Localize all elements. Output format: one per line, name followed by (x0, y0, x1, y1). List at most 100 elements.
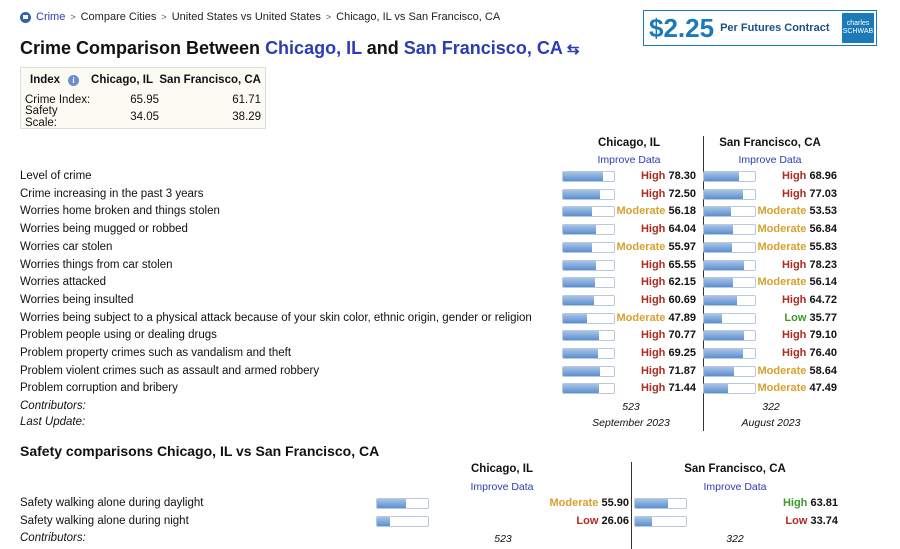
ad-price: $2.25 (649, 12, 715, 43)
level-badge: Moderate (616, 205, 666, 218)
score-value: 55.97 (668, 240, 696, 253)
score-value: 78.30 (668, 170, 696, 182)
crime-bar-fill (563, 207, 592, 217)
level-badge: High (640, 258, 666, 271)
crime-value-city2: High 64.72 (740, 294, 837, 306)
level-badge: High (781, 258, 807, 271)
ad-logo: charles SCHWAB (842, 13, 874, 43)
level-badge: High (640, 293, 666, 306)
crime-row-label: Worries being insulted (20, 293, 134, 306)
index-label: Crime Index: (25, 94, 91, 107)
score-value: 55.83 (809, 240, 837, 253)
score-value: 55.90 (601, 497, 629, 509)
safety-contributors-label: Contributors: (20, 532, 86, 544)
crime-value-city1: Moderate 55.97 (600, 240, 697, 253)
crime-bar-fill (704, 242, 733, 252)
crime-bar-fill (704, 366, 734, 376)
crime-bar-fill (563, 242, 592, 252)
crime-bar-fill (563, 260, 597, 270)
crime-bar-fill (563, 331, 600, 341)
safety-value-city1: Low 26.06 (530, 515, 629, 527)
crime-bar-city2 (703, 206, 756, 218)
crime-value-city1: High 62.15 (600, 276, 696, 288)
score-value: 71.44 (668, 382, 696, 395)
advertisement[interactable]: $2.25 Per Futures Contract charles SCHWAB (643, 10, 877, 46)
crime-row-label: Worries home broken and things stolen (20, 205, 220, 218)
crime-bar-city1 (562, 312, 615, 324)
crime-value-city2: Moderate 56.14 (740, 276, 838, 289)
crime-improve-city2[interactable]: Improve Data (738, 154, 802, 166)
safety-title: Safety comparisons Chicago, IL vs San Fr… (20, 443, 380, 459)
safety-bar-fill (635, 516, 653, 526)
level-badge: Low (576, 514, 599, 527)
index-label: Safety Scale: (25, 104, 58, 129)
level-badge: High (782, 497, 808, 509)
score-value: 47.49 (809, 382, 837, 395)
safety-value-city2: High 63.81 (742, 497, 838, 509)
safety-bar-city1 (376, 498, 429, 509)
index-header: Index (30, 74, 61, 86)
crime-value-city2: Moderate 56.84 (740, 223, 838, 235)
crime-value-city2: Moderate 58.64 (740, 365, 838, 377)
safety-bar-fill (635, 499, 668, 508)
index-table-header: Index i Chicago, IL San Francisco, CA (21, 68, 265, 92)
crime-improve-city1[interactable]: Improve Data (597, 154, 661, 166)
crime-bar-fill (704, 260, 744, 270)
score-value: 53.53 (809, 205, 837, 218)
crime-value-city1: High 65.55 (600, 259, 696, 271)
score-value: 62.15 (668, 276, 696, 289)
city1-link[interactable]: Chicago, IL (265, 38, 362, 58)
breadcrumb-separator: > (70, 12, 76, 22)
index-row-crime: Crime Index: 65.95 61.71 (21, 92, 265, 109)
crime-bar-city1 (562, 171, 615, 182)
swap-icon[interactable]: ⇆ (566, 41, 580, 58)
level-badge: High (781, 329, 807, 342)
score-value: 72.50 (668, 187, 696, 200)
breadcrumb-crime[interactable]: Crime (36, 11, 66, 23)
crime-value-city1: High 72.50 (600, 188, 696, 200)
level-badge: High (640, 223, 666, 236)
index-value-city1: 65.95 (130, 94, 159, 107)
city2-link[interactable]: San Francisco, CA (403, 38, 563, 58)
safety-contributors-city2: 322 (726, 533, 744, 545)
breadcrumb-compare-cities[interactable]: Compare Cities (80, 11, 157, 23)
safety-improve-city1[interactable]: Improve Data (470, 481, 534, 493)
crime-bar-fill (704, 384, 729, 394)
index-row-safety: Safety Scale: 34.05 38.29 (21, 105, 265, 129)
crime-bar-city2 (703, 365, 756, 377)
safety-city1-header: Chicago, IL (471, 463, 533, 475)
info-icon[interactable]: i (68, 74, 80, 86)
level-badge: High (640, 347, 666, 359)
safety-improve-city2[interactable]: Improve Data (703, 481, 767, 493)
crime-bar-fill (704, 225, 733, 235)
crime-bar-fill (563, 384, 600, 394)
crime-bar-city2 (703, 294, 756, 306)
crime-value-city2: Low 35.77 (740, 312, 837, 324)
level-badge: Moderate (549, 497, 599, 509)
breadcrumb-countries[interactable]: United States vs United States (171, 11, 321, 23)
home-icon[interactable] (20, 11, 31, 23)
last-update-city1: September 2023 (592, 417, 670, 429)
crime-bar-city2 (703, 330, 756, 342)
score-value: 56.18 (668, 205, 696, 218)
crime-bar-fill (704, 172, 740, 181)
level-badge: High (781, 170, 807, 182)
level-badge: Moderate (757, 382, 807, 395)
crime-value-city1: High 60.69 (600, 294, 696, 306)
contributors-city1: 523 (622, 401, 640, 413)
score-value: 33.74 (810, 514, 838, 527)
crime-bar-city1 (562, 259, 615, 271)
index-value-city2: 38.29 (232, 110, 261, 123)
crime-row-label: Worries attacked (20, 276, 107, 289)
score-value: 56.14 (809, 276, 837, 289)
crime-bar-city1 (562, 348, 615, 359)
crime-value-city1: High 64.04 (600, 223, 696, 235)
score-value: 79.10 (809, 329, 837, 342)
crime-bar-city1 (562, 241, 615, 253)
crime-bar-fill (704, 207, 732, 217)
crime-bar-city1 (562, 330, 615, 342)
crime-bar-city1 (562, 224, 615, 236)
crime-bar-city1 (562, 383, 615, 395)
crime-bar-fill (704, 295, 737, 305)
crime-value-city2: High 79.10 (740, 329, 837, 341)
